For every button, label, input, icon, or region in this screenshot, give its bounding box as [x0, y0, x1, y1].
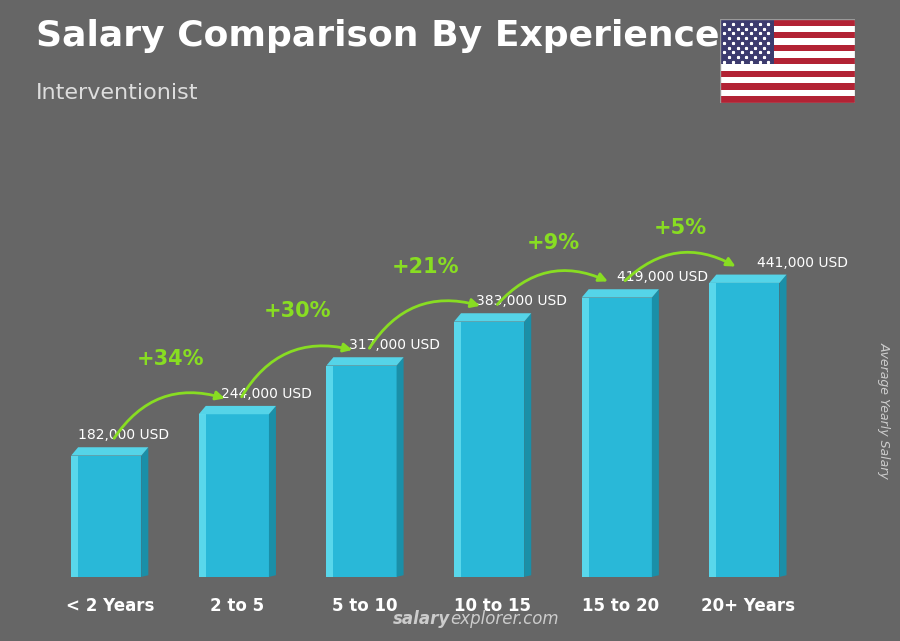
- Text: 441,000 USD: 441,000 USD: [757, 256, 848, 270]
- Bar: [581, 297, 589, 577]
- Polygon shape: [779, 274, 787, 577]
- Text: Average Yearly Salary: Average Yearly Salary: [878, 342, 890, 479]
- Polygon shape: [524, 313, 531, 577]
- Text: 15 to 20: 15 to 20: [581, 597, 659, 615]
- Bar: [720, 26, 855, 32]
- Polygon shape: [269, 406, 276, 577]
- Bar: [720, 64, 855, 71]
- Bar: [720, 90, 855, 96]
- Bar: [720, 83, 855, 90]
- Text: 2 to 5: 2 to 5: [211, 597, 265, 615]
- Bar: [720, 32, 855, 38]
- Text: +34%: +34%: [136, 349, 203, 369]
- Text: +30%: +30%: [264, 301, 331, 320]
- Text: 244,000 USD: 244,000 USD: [221, 387, 312, 401]
- Bar: [327, 365, 333, 577]
- Text: +5%: +5%: [654, 218, 707, 238]
- Polygon shape: [327, 357, 403, 365]
- Polygon shape: [581, 289, 659, 297]
- Bar: [454, 322, 461, 577]
- FancyArrowPatch shape: [498, 271, 605, 304]
- FancyArrowPatch shape: [241, 344, 349, 397]
- Polygon shape: [652, 289, 659, 577]
- Bar: [454, 322, 524, 577]
- Text: 317,000 USD: 317,000 USD: [348, 338, 440, 353]
- Bar: [199, 414, 269, 577]
- Bar: [720, 51, 855, 58]
- Bar: [199, 414, 206, 577]
- Text: 20+ Years: 20+ Years: [701, 597, 795, 615]
- Text: Salary Comparison By Experience: Salary Comparison By Experience: [36, 19, 719, 53]
- Bar: [327, 365, 397, 577]
- Bar: [720, 77, 855, 83]
- Text: +9%: +9%: [526, 233, 580, 253]
- Text: 10 to 15: 10 to 15: [454, 597, 531, 615]
- Text: 5 to 10: 5 to 10: [332, 597, 398, 615]
- Polygon shape: [141, 447, 149, 577]
- Text: Interventionist: Interventionist: [36, 83, 199, 103]
- Text: 182,000 USD: 182,000 USD: [78, 428, 169, 442]
- Bar: [581, 297, 652, 577]
- Bar: [720, 19, 774, 64]
- Polygon shape: [454, 313, 531, 322]
- Bar: [720, 45, 855, 51]
- Bar: [720, 19, 855, 26]
- Bar: [720, 71, 855, 77]
- Polygon shape: [71, 447, 148, 456]
- Bar: [71, 456, 141, 577]
- Text: < 2 Years: < 2 Years: [66, 597, 154, 615]
- Bar: [709, 283, 716, 577]
- Bar: [720, 38, 855, 45]
- Bar: [71, 456, 78, 577]
- Text: +21%: +21%: [392, 256, 459, 276]
- Bar: [720, 58, 855, 64]
- Text: 419,000 USD: 419,000 USD: [616, 271, 708, 284]
- Polygon shape: [199, 406, 276, 414]
- Text: explorer.com: explorer.com: [450, 610, 559, 628]
- Bar: [720, 96, 855, 103]
- Text: salary: salary: [392, 610, 450, 628]
- FancyArrowPatch shape: [369, 299, 477, 348]
- FancyArrowPatch shape: [114, 392, 221, 438]
- Text: 383,000 USD: 383,000 USD: [476, 294, 567, 308]
- Polygon shape: [397, 357, 403, 577]
- Polygon shape: [709, 274, 787, 283]
- FancyArrowPatch shape: [626, 253, 733, 281]
- Bar: [709, 283, 779, 577]
